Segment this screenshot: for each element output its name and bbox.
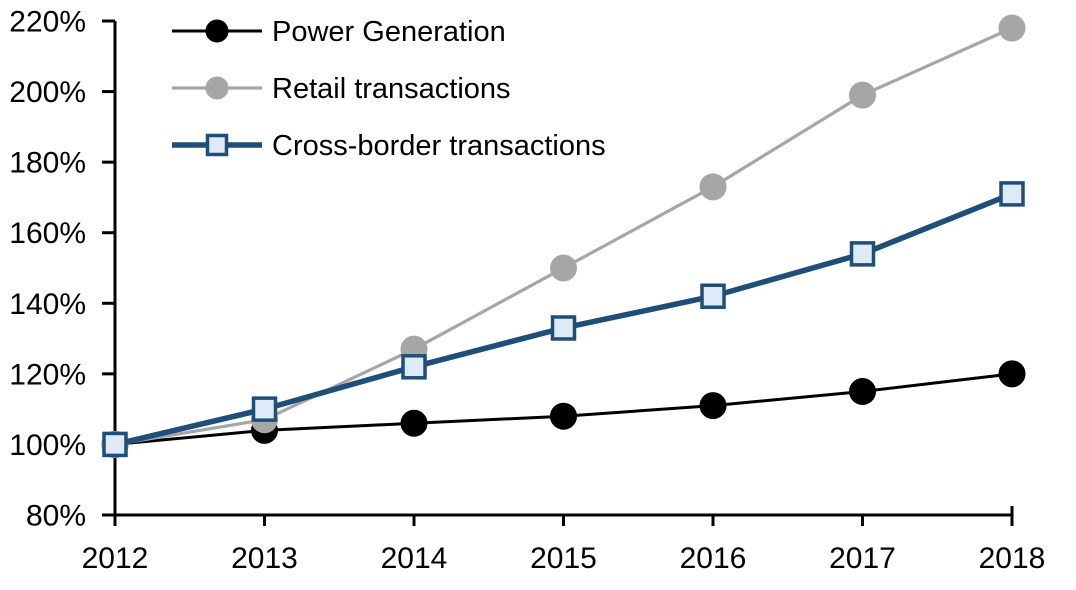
y-axis-tick-label: 180% [9,147,86,180]
y-axis-tick-label: 120% [9,358,86,391]
x-axis-tick-label: 2018 [979,542,1046,575]
data-point-circle [998,14,1026,42]
x-axis-tick-label: 2014 [381,542,448,575]
data-point-circle [550,402,577,430]
y-axis-tick-label: 80% [26,500,86,533]
x-axis-tick-label: 2015 [530,542,597,575]
data-point-square [550,315,577,341]
x-axis-tick-label: 2012 [82,542,149,575]
data-point-circle [849,378,876,405]
x-axis-tick-label: 2016 [680,542,747,575]
data-point-circle [400,409,428,437]
data-point-circle [849,81,876,109]
data-point-circle [998,360,1026,388]
data-point-square [102,431,128,458]
data-point-square [401,354,427,380]
y-axis-tick-label: 160% [9,217,86,250]
data-point-square [251,396,278,422]
legend-label: Power Generation [272,16,506,48]
data-point-circle [699,392,727,420]
legend-marker-circle [205,19,229,43]
data-point-square [849,241,876,267]
data-point-square [999,181,1025,207]
legend-marker-square [205,133,229,157]
y-axis-tick-label: 200% [9,76,86,109]
data-point-square [700,283,726,309]
data-point-circle [699,173,727,201]
data-point-circle [550,254,577,282]
y-axis-tick-label: 220% [9,6,86,39]
legend-marker-circle [205,76,229,100]
x-axis-tick-label: 2017 [829,542,896,575]
series-line-retail-transactions [114,26,1013,447]
y-axis-tick-label: 140% [9,288,86,321]
y-axis-tick-label: 100% [9,429,86,462]
legend-label: Cross-border transactions [272,130,606,162]
legend-label: Retail transactions [272,73,511,105]
x-axis-tick-label: 2013 [231,542,298,575]
